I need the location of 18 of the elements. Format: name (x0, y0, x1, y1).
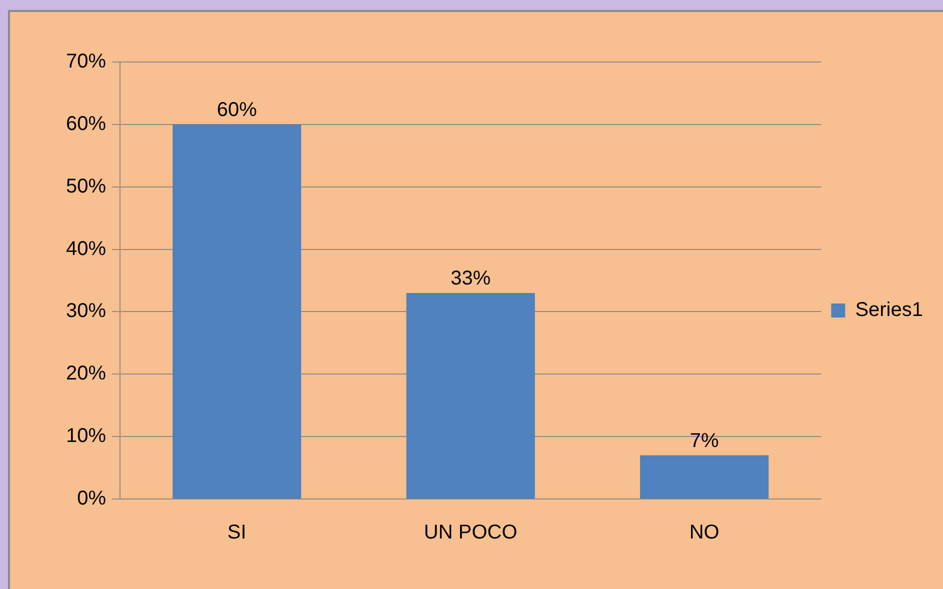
data-label: 33% (450, 268, 491, 290)
x-tick-label: NO (689, 522, 720, 544)
x-tick-label: SI (227, 522, 246, 544)
y-tick-label: 70% (66, 50, 106, 73)
y-tick-label: 60% (66, 112, 106, 135)
bar (406, 292, 535, 498)
y-tick-label: 30% (66, 300, 106, 322)
data-label: 60% (216, 98, 258, 121)
y-tick-label: 20% (66, 362, 106, 385)
data-label: 7% (690, 430, 719, 452)
y-tick-label: 0% (77, 488, 106, 510)
y-tick-label: 50% (66, 175, 106, 198)
bar (640, 455, 769, 498)
y-tick-label: 40% (66, 238, 106, 260)
bar (172, 124, 302, 498)
y-tick-label: 10% (66, 425, 106, 448)
legend-label: Series1 (855, 299, 923, 322)
x-tick-label: UN POCO (424, 522, 518, 544)
